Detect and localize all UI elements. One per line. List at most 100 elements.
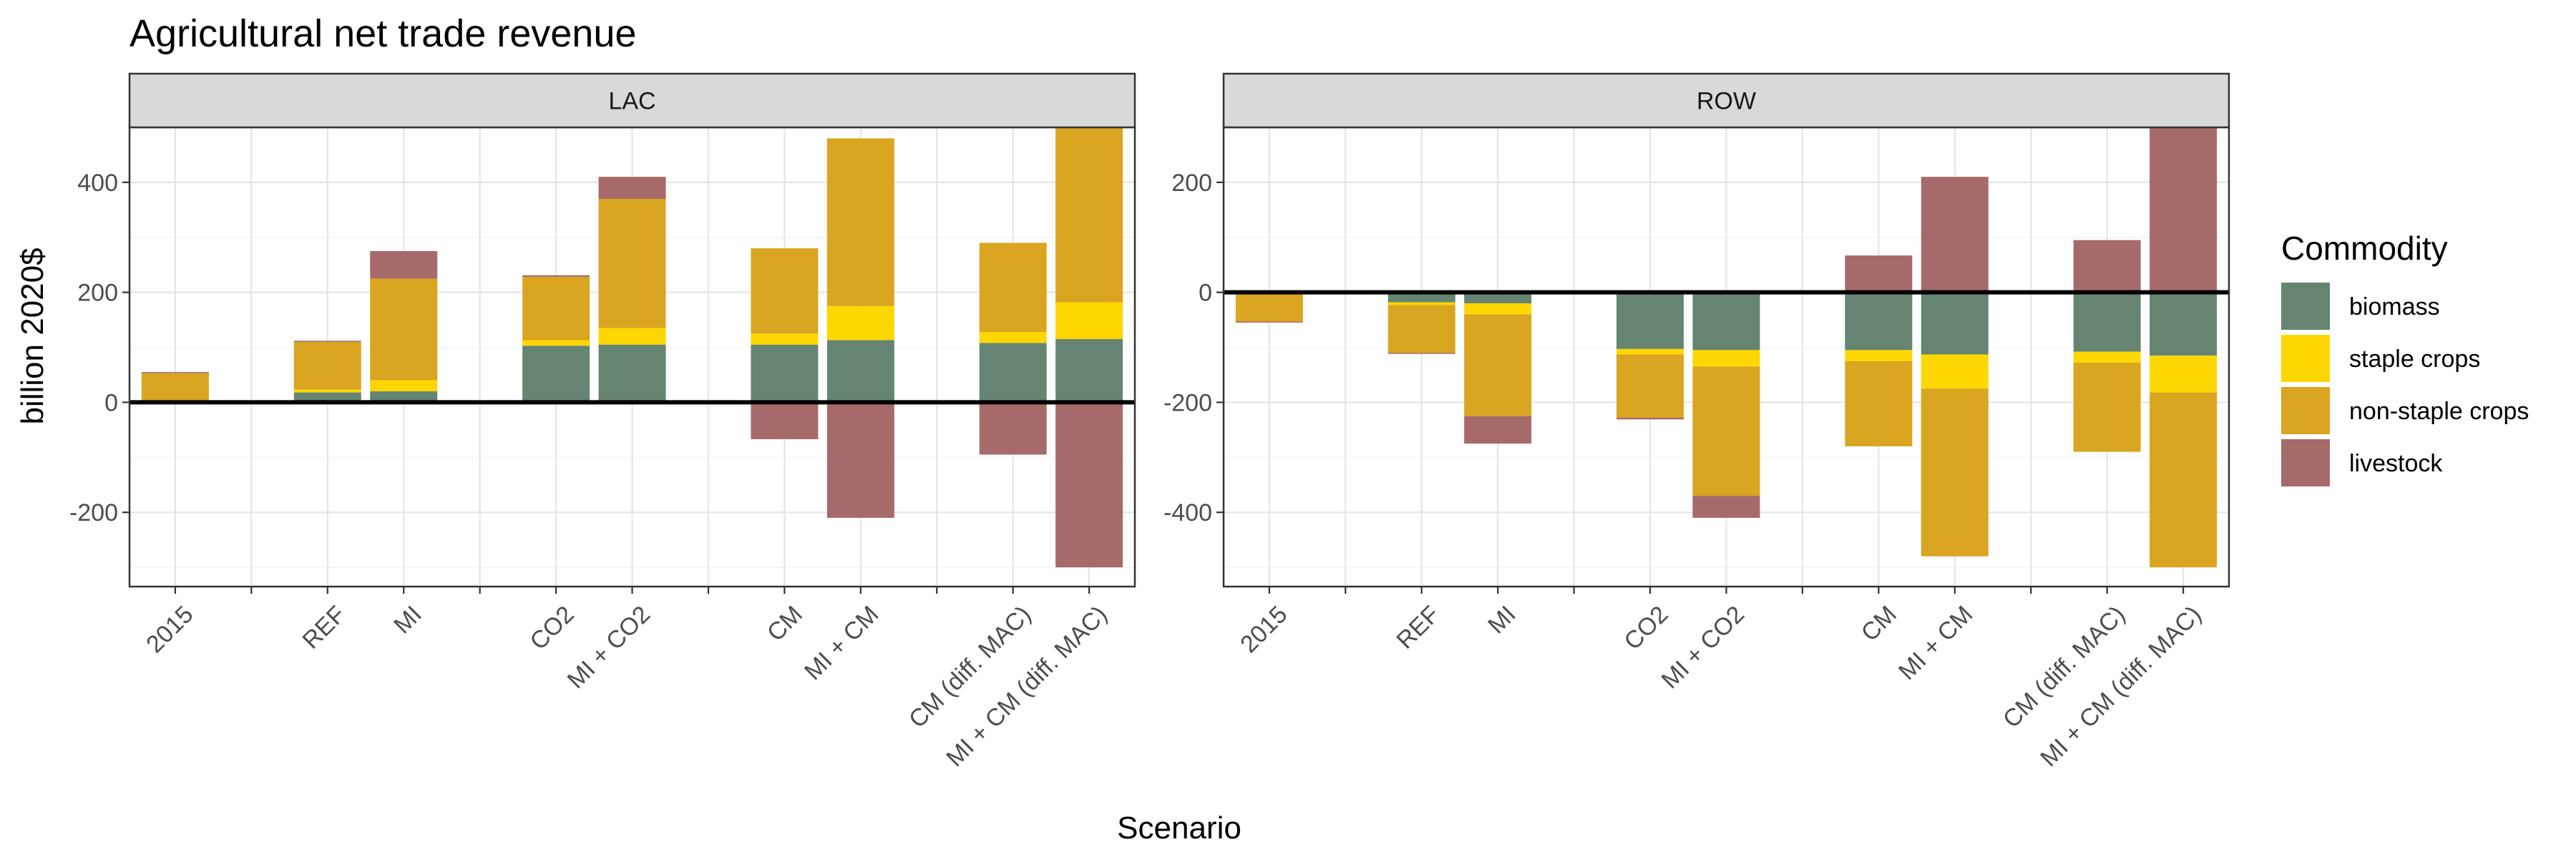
x-tick-label: MI + CO2 [1657,601,1750,694]
bar-lac-co2-livestock [522,275,590,278]
legend: Commodity biomass staple crops non-staple … [2281,230,2529,486]
bar-lac-mi-cm-non-staple-crops [826,138,894,306]
bar-row-mi-cm-diff-mac-staple-crops [2150,356,2218,393]
bar-row-mi-cm-biomass [1921,292,1989,355]
bar-lac-mi-non-staple-crops [370,278,438,381]
x-tick-label: CM [1856,601,1902,647]
x-tick-label: MI + CM [799,601,884,685]
bar-lac-ref-biomass [293,392,361,403]
bar-lac-mi-cm-diff-mac-livestock [1055,402,1123,568]
x-tick-label: CO2 [1619,601,1673,655]
chart-title: Agricultural net trade revenue [130,12,636,55]
bar-lac-mi-livestock [370,250,438,279]
y-tick-label: 0 [104,389,118,416]
y-tick-label: 400 [77,170,118,197]
bar-row-2015-non-staple-crops [1235,293,1303,322]
bar-row-mi-co2-non-staple-crops [1692,366,1760,496]
bar-row-mi-cm-staple-crops [1921,354,1989,389]
bar-row-mi-cm-diff-mac-non-staple-crops [2150,392,2218,568]
bar-lac-mi-co2-livestock [598,177,666,199]
legend-label: non-staple crops [2349,398,2529,425]
bar-lac-cm-biomass [751,344,819,403]
bar-row-co2-livestock [1616,417,1684,420]
y-axis-title: billion 2020$ [15,248,50,424]
legend-item-biomass: biomass [2281,283,2440,330]
y-tick-label: -200 [69,499,118,526]
x-tick-label: REF [297,601,351,655]
bar-row-mi-co2-biomass [1692,292,1760,351]
bar-lac-co2-staple-crops [522,340,590,346]
bar-row-2015-livestock [1235,321,1303,323]
legend-title: Commodity [2281,230,2448,267]
legend-label: biomass [2349,293,2440,320]
bar-lac-cm-diff-mac-staple-crops [979,332,1047,343]
bar-lac-mi-cm-diff-mac-staple-crops [1055,302,1123,340]
y-tick-label: -400 [1163,499,1212,526]
x-tick-label: 2015 [1235,601,1292,658]
bar-row-mi-livestock [1464,416,1532,444]
facet-strip-label: ROW [1697,88,1756,115]
bar-row-cm-non-staple-crops [1845,361,1913,446]
bar-row-ref-livestock [1387,353,1455,354]
bar-lac-mi-cm-staple-crops [826,305,894,341]
bar-row-cm-livestock [1845,255,1913,293]
x-tick-label: MI + CO2 [562,601,655,694]
facet-strip-label: LAC [608,88,655,115]
bar-lac-mi-staple-crops [370,380,438,392]
bar-lac-mi-biomass [370,391,438,403]
bar-row-ref-staple-crops [1387,302,1455,305]
bar-row-mi-cm-non-staple-crops [1921,388,1989,557]
bar-lac-co2-biomass [522,346,590,403]
bar-row-mi-cm-diff-mac-biomass [2150,292,2218,356]
x-tick-label: MI [1483,601,1521,640]
legend-label: livestock [2349,450,2443,477]
legend-item-staple-crops: staple crops [2281,335,2480,382]
bar-lac-cm-diff-mac-biomass [979,343,1047,403]
x-tick-label: REF [1391,601,1445,655]
x-tick-label: MI [389,601,427,640]
bar-lac-2015-non-staple-crops [141,373,209,401]
bar-lac-co2-non-staple-crops [522,277,590,341]
bar-row-mi-co2-livestock [1692,496,1760,518]
bar-lac-2015-livestock [141,372,209,373]
bar-lac-cm-livestock [751,402,819,439]
x-tick-label: CM [762,601,808,647]
x-axis-title: Scenario [1117,810,1241,846]
y-tick-label: 200 [77,280,118,307]
bar-row-mi-cm-livestock [1921,177,1989,293]
bar-lac-mi-cm-biomass [826,340,894,403]
bar-row-cm-diff-mac-biomass [2073,292,2141,352]
y-tick-label: 200 [1171,170,1212,197]
bar-lac-cm-staple-crops [751,333,819,345]
legend-item-livestock: livestock [2281,439,2443,486]
x-tick-label: CO2 [525,601,579,655]
bar-row-co2-staple-crops [1616,348,1684,355]
bar-lac-mi-cm-diff-mac-non-staple-crops [1055,127,1123,303]
bar-row-mi-non-staple-crops [1464,314,1532,416]
legend-label: staple crops [2349,346,2480,373]
bar-row-mi-cm-diff-mac-livestock [2150,127,2218,293]
legend-swatch [2281,439,2330,486]
legend-swatch [2281,283,2330,330]
bar-lac-mi-co2-non-staple-crops [598,198,666,328]
legend-swatch [2281,335,2330,382]
bar-row-mi-staple-crops [1464,303,1532,315]
bar-row-co2-non-staple-crops [1616,354,1684,418]
bar-row-mi-co2-staple-crops [1692,350,1760,367]
bar-lac-ref-non-staple-crops [293,341,361,390]
bar-row-ref-biomass [1387,292,1455,303]
bar-lac-cm-non-staple-crops [751,248,819,334]
bar-row-cm-staple-crops [1845,350,1913,361]
bar-row-cm-diff-mac-non-staple-crops [2073,363,2141,452]
bar-row-cm-diff-mac-livestock [2073,240,2141,293]
bar-row-cm-biomass [1845,292,1913,351]
bar-lac-cm-diff-mac-non-staple-crops [979,243,1047,333]
bar-row-co2-biomass [1616,292,1684,349]
bar-lac-mi-co2-biomass [598,344,666,403]
bar-lac-mi-cm-diff-mac-biomass [1055,339,1123,403]
bar-row-mi-biomass [1464,292,1532,304]
bar-lac-cm-diff-mac-livestock [979,402,1047,455]
